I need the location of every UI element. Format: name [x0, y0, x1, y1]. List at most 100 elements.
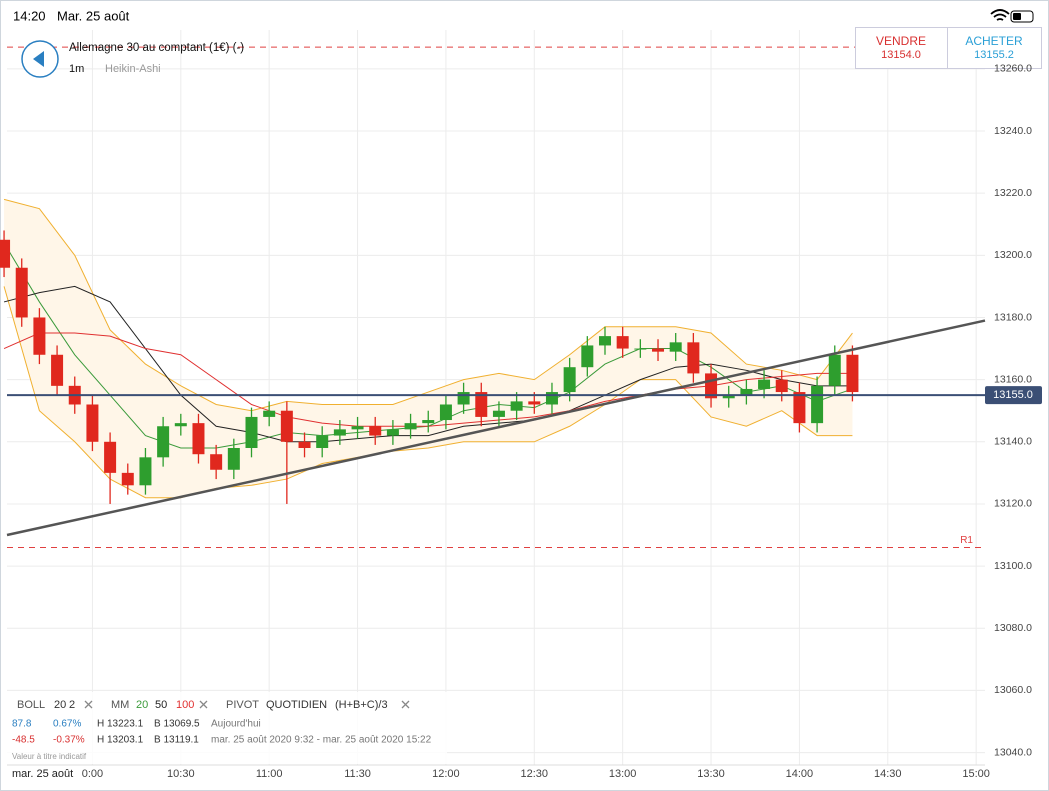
- stat-change: -48.5: [12, 735, 35, 746]
- y-tick-label: 13160.0: [994, 373, 1032, 385]
- stat-period: Aujourd'hui: [211, 719, 261, 730]
- x-tick-label: 0:00: [82, 768, 103, 780]
- status-time: 14:20: [13, 8, 46, 23]
- x-tick-label: 12:30: [521, 768, 549, 780]
- buy-label: ACHETER: [965, 34, 1023, 48]
- candle-body: [15, 267, 28, 318]
- pivot-formula: (H+B+C)/3: [335, 699, 388, 711]
- mm-legend: 50: [155, 699, 167, 711]
- candle-body: [316, 435, 329, 449]
- candle-body: [210, 454, 223, 470]
- chart-style[interactable]: Heikin-Ashi: [105, 63, 161, 75]
- wifi-icon: [990, 9, 1010, 21]
- candle-body: [439, 404, 452, 421]
- candle-body: [227, 448, 240, 470]
- candle-body: [563, 367, 576, 393]
- x-date-label: mar. 25 août: [12, 768, 73, 780]
- candle-body: [386, 429, 399, 436]
- instrument[interactable]: Allemagne 30 au comptant (1€) (-): [69, 42, 244, 54]
- candle-body: [740, 388, 753, 396]
- candle-body: [86, 404, 99, 442]
- level-label: R1: [960, 535, 973, 546]
- stat-low: B 13119.1: [154, 735, 199, 746]
- mm-legend: 20: [136, 699, 148, 711]
- pivot-label[interactable]: PIVOT: [226, 699, 259, 711]
- stat-low: B 13069.5: [154, 719, 200, 730]
- candle-body: [775, 379, 788, 393]
- x-tick-label: 13:30: [697, 768, 725, 780]
- y-tick-label: 13180.0: [994, 311, 1032, 323]
- candle-body: [492, 410, 505, 417]
- candle-body: [846, 354, 859, 393]
- candle-body: [528, 401, 541, 405]
- mm-legend: 100: [176, 699, 194, 711]
- candle-body: [581, 345, 594, 368]
- bollinger-upper: [3, 198, 853, 412]
- stat-pct: 0.67%: [53, 719, 81, 730]
- x-tick-label: 15:00: [962, 768, 990, 780]
- y-tick-label: 13120.0: [994, 498, 1032, 510]
- candle-body: [263, 410, 276, 417]
- price-tag: [985, 386, 1042, 405]
- interval[interactable]: 1m: [69, 63, 84, 75]
- battery-icon: [1010, 10, 1034, 23]
- price-tag-label: 13155.0: [993, 389, 1033, 401]
- y-tick-label: 13260.0: [994, 63, 1032, 75]
- status-date: Mar. 25 août: [57, 8, 130, 23]
- x-tick-label: 11:00: [256, 768, 283, 780]
- boll-dev: 2: [69, 699, 75, 711]
- y-tick-label: 13100.0: [994, 560, 1032, 572]
- stat-pct: -0.37%: [53, 735, 85, 746]
- candle-body: [616, 336, 629, 349]
- stat-period: mar. 25 août 2020 9:32 - mar. 25 août 20…: [211, 735, 432, 746]
- y-tick-label: 13200.0: [994, 249, 1032, 261]
- candle-body: [369, 426, 382, 436]
- candle-body: [793, 392, 806, 424]
- candle-body: [245, 416, 258, 449]
- bollinger-lower: [3, 286, 853, 499]
- candle-body: [33, 317, 46, 355]
- stat-high: H 13203.1: [97, 735, 144, 746]
- disclaimer: Valeur à titre indicatif: [12, 752, 87, 761]
- mm-label[interactable]: MM: [111, 699, 129, 711]
- x-tick-label: 12:00: [432, 768, 460, 780]
- candle-body: [174, 423, 187, 427]
- x-tick-label: 14:00: [786, 768, 814, 780]
- sell-price: 13154.0: [881, 49, 921, 61]
- y-tick-label: 13240.0: [994, 125, 1032, 137]
- buy-price: 13155.2: [974, 49, 1014, 61]
- candle-body: [634, 348, 647, 350]
- y-tick-label: 13060.0: [994, 684, 1032, 696]
- sell-button[interactable]: [855, 27, 948, 69]
- sell-label: VENDRE: [876, 34, 926, 48]
- candle-body: [422, 420, 435, 424]
- pivot-period: QUOTIDIEN: [266, 699, 327, 711]
- candle-body: [811, 385, 824, 424]
- stat-change: 87.8: [12, 719, 32, 730]
- candle-body: [758, 379, 771, 389]
- bollinger-fill: [4, 199, 853, 498]
- candle-body: [722, 395, 735, 399]
- remove-mm[interactable]: [199, 700, 208, 709]
- y-tick-label: 13040.0: [994, 746, 1032, 758]
- boll-label[interactable]: BOLL: [17, 699, 45, 711]
- buy-button[interactable]: [947, 27, 1042, 69]
- candle-body: [0, 239, 11, 268]
- candle-body: [51, 354, 64, 386]
- legend-panel: [7, 692, 447, 764]
- candle-body: [598, 336, 611, 346]
- back-arrow: [33, 51, 44, 67]
- candle-body: [157, 426, 170, 458]
- candle-body: [298, 441, 311, 449]
- battery-level: [1013, 13, 1021, 20]
- remove-pivot[interactable]: [401, 700, 410, 709]
- x-tick-label: 13:00: [609, 768, 637, 780]
- remove-boll[interactable]: [84, 700, 93, 709]
- candle-body: [652, 348, 665, 352]
- boll-period: 20: [54, 699, 66, 711]
- candle-body: [828, 354, 841, 386]
- candle-body: [351, 426, 364, 430]
- candle-body: [192, 423, 205, 455]
